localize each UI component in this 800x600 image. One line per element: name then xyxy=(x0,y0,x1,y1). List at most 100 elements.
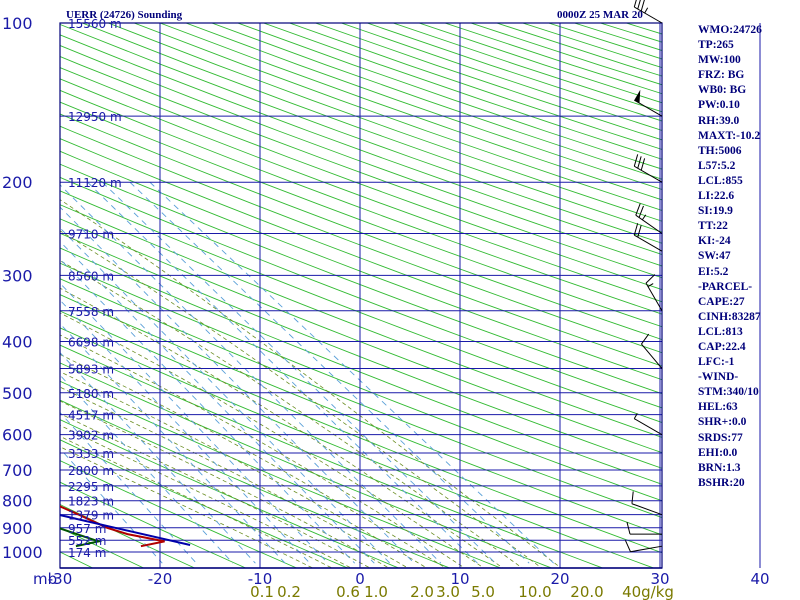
height-label: 552 m xyxy=(68,534,106,548)
index-item: -PARCEL- xyxy=(698,280,753,293)
wind-barb xyxy=(635,203,663,234)
wind-barb xyxy=(633,0,663,24)
sounding-traces xyxy=(60,505,191,548)
index-item: L57:5.2 xyxy=(698,159,736,172)
mixing-ratio-line xyxy=(60,351,256,564)
dry-adiabat xyxy=(60,419,400,568)
mixing-ratio-label: 2.0 xyxy=(410,583,434,600)
height-label: 957 m xyxy=(68,522,106,536)
pressure-tick-label: 800 xyxy=(2,492,33,511)
index-item: SW:47 xyxy=(698,250,731,263)
dry-adiabat xyxy=(60,45,662,267)
wind-barb xyxy=(633,223,663,252)
mixing-ratio-line xyxy=(60,282,329,564)
index-item: HEL:63 xyxy=(698,401,738,414)
temperature-tick-label: 30 xyxy=(650,570,669,588)
height-label: 5180 m xyxy=(68,387,114,401)
height-label: 11120 m xyxy=(68,176,122,190)
sounding-time: 0000Z 25 MAR 20 xyxy=(557,9,643,21)
wind-barb xyxy=(624,540,663,553)
height-label: 1379 m xyxy=(68,509,114,523)
index-item: MW:100 xyxy=(698,54,741,67)
index-item: KI:-24 xyxy=(698,235,731,248)
station-title: UERR (24726) Sounding xyxy=(66,9,183,21)
dry-adiabat xyxy=(60,34,662,255)
mixing-ratio-line xyxy=(149,181,554,564)
mixing-ratio-line xyxy=(60,206,415,564)
dry-adiabat xyxy=(60,294,662,536)
temperature-tick-label: 20 xyxy=(550,570,569,588)
dry-adiabat xyxy=(60,504,196,568)
index-item: LCL:855 xyxy=(698,174,743,187)
grid xyxy=(59,22,761,569)
temperature-tick-label: 0 xyxy=(355,570,365,588)
index-item: WMO:24726 xyxy=(698,24,762,36)
mixing-ratio-line xyxy=(60,374,234,564)
dry-adiabat xyxy=(60,344,604,568)
parcel-trace xyxy=(60,514,191,546)
mixing-ratio-line xyxy=(129,181,530,564)
dry-adiabat xyxy=(60,481,247,568)
mixing-ratio-label: 20.0 xyxy=(570,583,603,600)
height-label: 4517 m xyxy=(68,409,114,423)
mixing-ratio-label: 1.0 xyxy=(364,583,388,600)
pressure-unit-label: mb xyxy=(33,570,57,588)
temperature-tick-label: -30 xyxy=(48,570,73,588)
mixing-ratio-line xyxy=(60,258,356,564)
dry-adiabat xyxy=(60,278,662,519)
height-label: 3333 m xyxy=(68,447,114,461)
pressure-tick-label: 100 xyxy=(2,14,33,33)
dry-adiabat xyxy=(60,527,145,568)
dry-adiabat xyxy=(60,380,502,568)
mixing-ratio-label: 0.2 xyxy=(277,583,301,600)
index-item: TH:5006 xyxy=(698,144,742,157)
wind-barb xyxy=(631,491,663,516)
pressure-tick-label: 200 xyxy=(2,173,33,192)
dry-adiabat xyxy=(236,23,662,170)
index-item: -WIND- xyxy=(698,371,739,384)
mixing-ratio-line xyxy=(87,181,478,564)
dry-adiabat xyxy=(60,89,662,315)
dry-adiabat xyxy=(60,78,662,303)
index-item: FRZ: BG xyxy=(698,69,745,82)
dry-adiabat xyxy=(60,247,662,485)
index-item: MAXT:-10.2 xyxy=(698,129,761,142)
pressure-tick-label: 400 xyxy=(2,332,33,351)
index-item: CAP:22.4 xyxy=(698,340,746,353)
mixing-ratio-label: 0.1 xyxy=(250,583,274,600)
index-item: TT:22 xyxy=(698,220,728,233)
dry-adiabat xyxy=(60,218,662,454)
mixing-ratio-label: 5.0 xyxy=(471,583,495,600)
temperature-tick-label: 40 xyxy=(750,570,769,588)
index-item: CAPE:27 xyxy=(698,295,745,308)
height-label: 15560 m xyxy=(68,17,122,31)
index-item: WB0: BG xyxy=(698,84,747,97)
pressure-tick-label: 1000 xyxy=(2,543,43,562)
dry-adiabat xyxy=(0,0,2,574)
pressure-tick-label: 700 xyxy=(2,461,33,480)
temperature-tick-label: -20 xyxy=(148,570,173,588)
index-item: LCL:813 xyxy=(698,325,743,338)
index-item: PW:0.10 xyxy=(698,99,740,112)
temperature-tick-label: -10 xyxy=(248,570,273,588)
index-item: LFC:-1 xyxy=(698,356,735,369)
dry-adiabat xyxy=(60,232,662,469)
dry-adiabat xyxy=(60,125,662,354)
background-lines xyxy=(0,0,662,574)
dry-adiabat xyxy=(60,163,662,395)
dry-adiabat xyxy=(60,262,662,502)
dry-adiabat xyxy=(184,23,662,190)
wind-barb xyxy=(634,89,663,117)
stability-indices-panel: WMO:24726 TP:265 MW:100 FRZ: BG WB0: BG PW:0.… xyxy=(698,23,762,491)
mixing-ratio-label: 0.6 xyxy=(336,583,360,600)
dry-adiabat xyxy=(60,190,662,423)
height-label: 7558 m xyxy=(68,305,114,319)
height-label: 6698 m xyxy=(68,335,114,349)
dry-adiabat xyxy=(60,113,662,341)
dry-adiabat xyxy=(60,55,662,279)
wind-barb xyxy=(633,413,663,436)
mixing-ratio-line xyxy=(60,184,442,564)
wind-barbs xyxy=(624,0,663,568)
mixing-ratio-line xyxy=(102,181,496,564)
dry-adiabat xyxy=(60,439,349,568)
